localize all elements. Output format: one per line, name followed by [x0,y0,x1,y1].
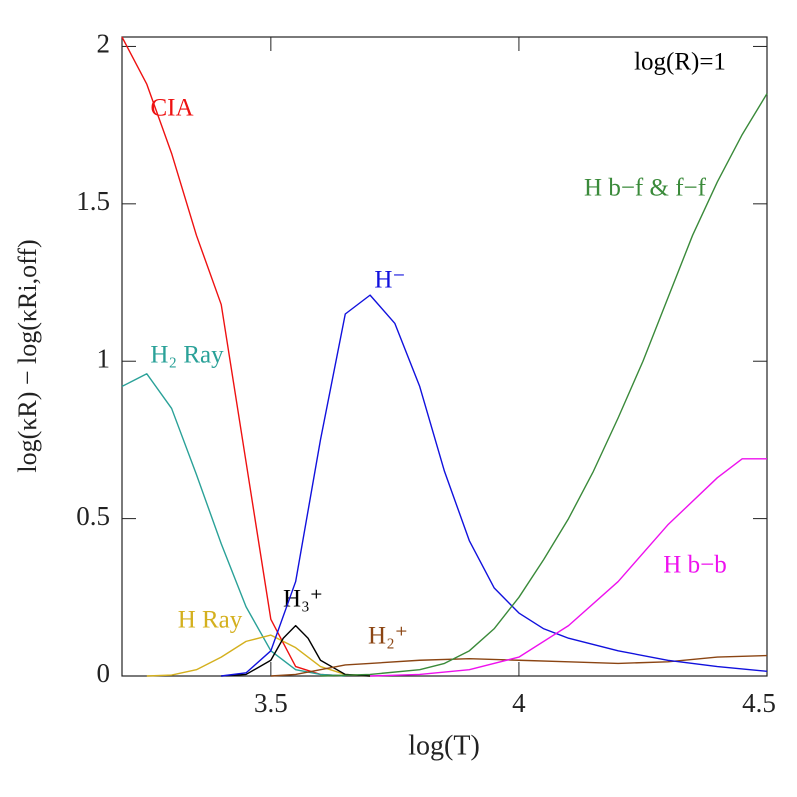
series-line [370,458,767,677]
series-label: H Ray [178,607,243,634]
y-tick-label: 0.5 [76,501,110,531]
series-label: H₂⁺ [368,623,408,650]
y-tick-label: 2 [97,29,111,59]
series-line [221,294,768,677]
x-axis-label: log(T) [408,730,480,761]
series-label: CIA [150,95,193,122]
y-tick-label: 1.5 [76,186,110,216]
x-tick-label: 3.5 [254,688,288,718]
x-tick-label: 4.5 [742,688,776,718]
series-line [146,634,371,677]
x-tick-label: 4 [512,688,526,718]
y-tick-label: 1 [97,343,111,373]
y-tick-label: 0 [97,658,111,688]
series-line [270,654,768,677]
series-line [320,93,768,677]
series-label: H₂ Ray [150,342,224,369]
series-label: H⁻ [374,267,405,294]
series-label: H b−b [663,552,726,579]
plot-frame [121,36,768,677]
annotation: log(R)=1 [634,49,726,76]
y-axis-label: log(κR) − log(κRi,off) [13,239,42,472]
series-label: H b−f & f−f [584,175,707,202]
series-line [221,624,371,677]
series-line [121,36,346,677]
